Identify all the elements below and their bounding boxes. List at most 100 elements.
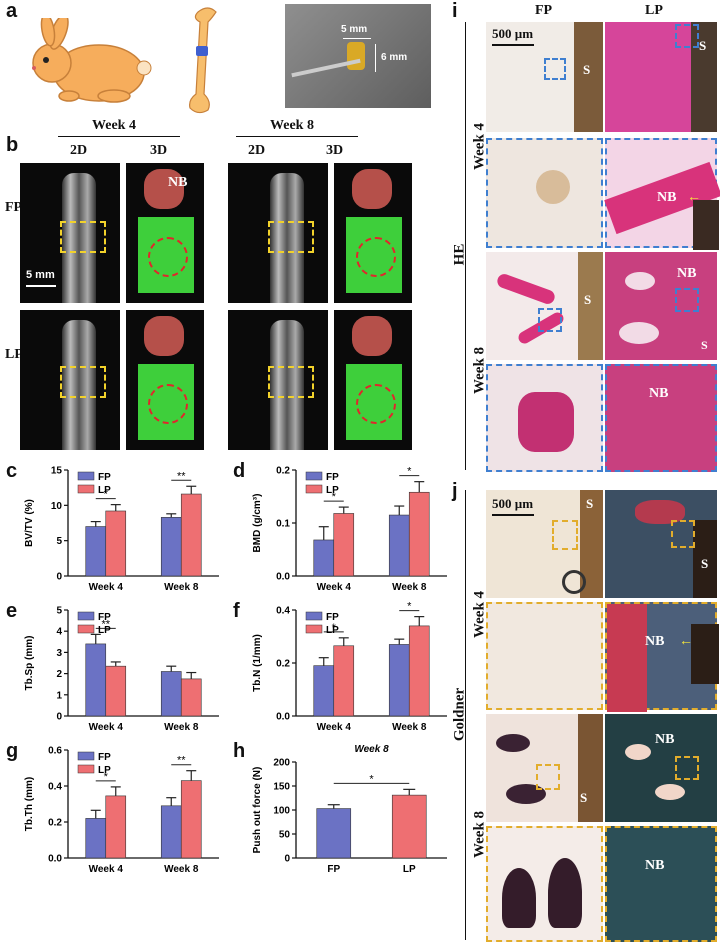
bar-fp — [313, 539, 335, 577]
chart-g: 0.0 0.2 0.4 0.6 Tb.Th (mm) Week 4 * Week 8 ** FP L… — [20, 740, 225, 880]
legend-label-fp: FP — [98, 472, 111, 483]
panel-i-letter: i — [452, 0, 458, 22]
he-fp-week4-zoom — [486, 138, 603, 248]
panel-g-letter: g — [6, 740, 19, 762]
y-tick-label: 0.6 — [48, 746, 62, 757]
legend-label-lp: LP — [326, 625, 339, 636]
y-axis-label: BV/TV (%) — [24, 499, 35, 547]
goldner-fp-week8-overview: S — [486, 714, 603, 822]
bone-trabeculae — [495, 272, 557, 306]
significance-mark: * — [104, 771, 109, 783]
roi-box — [268, 221, 314, 253]
ct-3d-lp-week8 — [334, 310, 412, 450]
roi-box — [60, 366, 106, 398]
defect-ring — [148, 237, 188, 277]
y-tick-label: 200 — [273, 758, 290, 769]
nb-label: NB — [645, 858, 665, 873]
nb-model — [352, 169, 392, 209]
col-2d-week4: 2D — [70, 143, 88, 158]
bar-fp — [160, 671, 182, 717]
roi-box — [268, 366, 314, 398]
new-bone-mass — [518, 392, 574, 452]
he-lp-week8-zoom: NB — [605, 364, 717, 472]
col-3d-week8: 3D — [326, 143, 344, 158]
y-tick-label: 100 — [273, 806, 290, 817]
panel-e-letter: e — [6, 600, 18, 622]
x-tick-label: Week 8 — [392, 722, 427, 733]
nb-model — [352, 316, 392, 356]
y-axis-label: Tb.Th (mm) — [24, 777, 35, 831]
nb-model — [144, 316, 184, 356]
scaffold-label: S — [699, 38, 707, 53]
significance-mark: * — [369, 773, 374, 785]
scaffold-label: S — [580, 790, 588, 805]
panel-j-left-rule — [465, 490, 466, 940]
bar-lp — [408, 625, 430, 717]
bar-fp — [85, 526, 107, 577]
panel-b-letter: b — [6, 134, 19, 156]
legend-swatch-lp — [77, 624, 95, 634]
goldner-lp-week4-zoom: NB ← — [605, 602, 719, 712]
bar-fp — [160, 805, 182, 859]
bar-lp — [391, 794, 427, 859]
y-tick-label: 5 — [56, 606, 62, 617]
panel-d-letter: d — [233, 460, 246, 482]
ct-2d-lp-week8 — [228, 310, 328, 450]
scale-bar — [26, 285, 56, 287]
panel-f-letter: f — [233, 600, 240, 622]
he-col-fp: FP — [535, 3, 553, 18]
x-tick-label: Week 4 — [317, 722, 352, 733]
ct-3d-fp-week8 — [334, 163, 412, 303]
marrow-spot-2 — [619, 322, 659, 344]
y-axis-label: BMD (g/cm³) — [252, 494, 263, 553]
y-tick-label: 0.0 — [276, 572, 290, 583]
x-tick-label: LP — [403, 864, 416, 875]
y-tick-label: 0.0 — [48, 854, 62, 865]
legend-label-lp: LP — [98, 625, 111, 636]
bar-fp — [316, 808, 352, 859]
significance-mark: ** — [177, 470, 186, 482]
bar-fp — [160, 517, 182, 577]
bar-fp — [388, 514, 410, 577]
x-tick-label: FP — [327, 864, 340, 875]
legend-swatch-lp — [305, 624, 323, 634]
bar-lp — [180, 678, 202, 717]
x-tick-label: Week 4 — [89, 722, 124, 733]
marrow-spot — [625, 272, 655, 290]
bar-lp — [333, 645, 355, 717]
x-tick-label: Week 8 — [164, 582, 199, 593]
zoom-box — [544, 58, 566, 80]
legend-label-lp: LP — [326, 485, 339, 496]
y-tick-label: 0.2 — [276, 466, 290, 477]
goldner-lp-week4-overview: S — [605, 490, 717, 598]
y-axis-label: Push out force (N) — [252, 767, 263, 854]
marrow-spot — [625, 744, 651, 760]
y-tick-label: 3 — [56, 648, 62, 659]
bar-lp — [333, 513, 355, 577]
nb-model — [144, 169, 184, 209]
scaffold-label: S — [583, 62, 591, 77]
y-tick-label: 1 — [56, 690, 62, 701]
y-tick-label: 0.4 — [48, 782, 62, 793]
he-fp-week8-overview: S — [486, 252, 603, 360]
significance-mark: * — [407, 466, 412, 478]
rabbit-illustration — [14, 13, 154, 108]
week4-rule — [58, 136, 180, 137]
x-tick-label: Week 4 — [317, 582, 352, 593]
x-tick-label: Week 8 — [164, 864, 199, 875]
significance-mark: * — [407, 601, 412, 613]
scaffold-block — [574, 22, 603, 132]
legend-label-fp: FP — [98, 752, 111, 763]
legend-label-lp: LP — [98, 765, 111, 776]
y-tick-label: 50 — [279, 830, 291, 841]
zoom-box — [675, 756, 699, 780]
arrow-icon: ← — [679, 632, 693, 648]
bar-fp — [85, 643, 107, 717]
legend-swatch-lp — [77, 484, 95, 494]
scale-label: 5 mm — [26, 269, 55, 281]
ct-2d-fp-week4: 5 mm — [20, 163, 120, 303]
scaffold-label: S — [701, 338, 708, 352]
bone-fragment — [496, 734, 530, 752]
bone-shaft — [62, 320, 96, 450]
nb-label: NB — [655, 732, 675, 747]
